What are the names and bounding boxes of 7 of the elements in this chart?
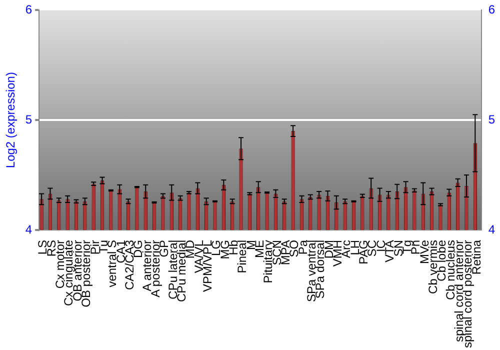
y-tick-label: 4 [25, 222, 32, 236]
y-axis-title: Log2 (expression) [4, 72, 18, 168]
y2-tick-label: 4 [488, 222, 496, 236]
y2-tick-label: 6 [488, 2, 496, 17]
y-tick-label: 5 [25, 112, 32, 126]
y-tick-label: 6 [25, 2, 32, 17]
y2-tick-label: 5 [488, 112, 496, 126]
